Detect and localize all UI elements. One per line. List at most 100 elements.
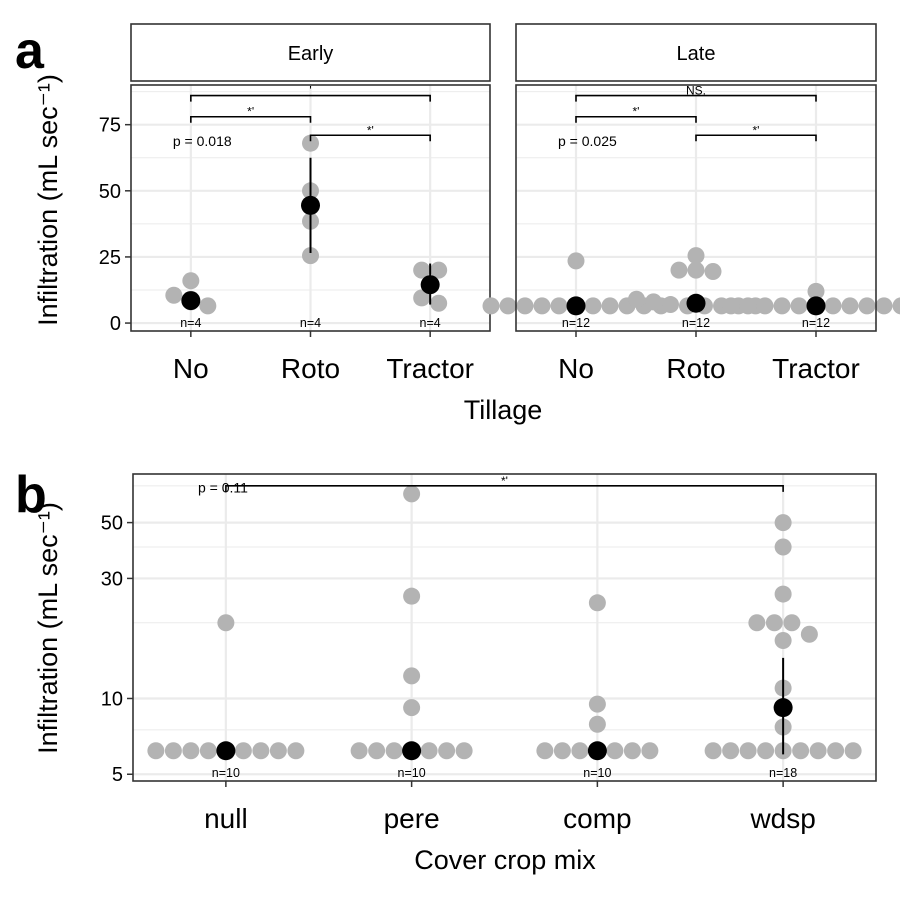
mean-point [773,698,793,718]
mean-point [686,293,706,313]
data-point [645,293,662,311]
data-point [413,289,431,307]
y-axis-title: Infiltration (mL sec⁻¹) [33,502,63,754]
y-tick-label: 10 [101,688,123,710]
mean-point [216,741,236,761]
facet-strip [130,23,491,82]
mean-point [566,296,586,316]
data-point [588,594,606,612]
mean-point [301,195,320,215]
data-point [606,742,624,760]
data-point [892,297,900,315]
p-value-label: p = 0.11 [198,479,248,495]
sample-size-label: n=10 [398,766,426,780]
y-tick-label: 50 [101,513,123,535]
comparison-label: *' [247,105,254,119]
data-point [302,134,319,152]
data-point [482,297,500,315]
data-point [403,667,421,685]
data-point [774,585,792,603]
mean-point [806,296,826,316]
sample-size-label: n=4 [420,316,441,330]
data-point [234,742,252,760]
data-point [722,297,740,315]
data-point [553,742,571,760]
comparison-label: *' [753,123,760,137]
data-point [875,297,893,315]
data-point [536,742,554,760]
data-point [147,742,165,760]
data-point [199,297,217,315]
data-point [783,614,801,632]
comparison-label: *' [633,105,640,119]
data-point [182,742,200,760]
y-tick-label: 5 [112,764,123,786]
data-point [765,614,783,632]
data-point [403,699,421,717]
data-point [438,742,456,760]
y-tick-label: 50 [99,181,121,203]
data-point [164,742,182,760]
x-tick-label: No [173,353,209,384]
comparison-bracket [309,134,431,142]
x-tick-label: Roto [281,353,340,384]
data-point [430,261,448,279]
comparison-bracket [695,134,817,142]
sample-size-label: n=12 [562,316,590,330]
sample-size-label: n=12 [802,316,830,330]
data-point [571,742,589,760]
data-point [662,296,679,314]
data-point [807,282,825,300]
comparison-label: *' [367,123,374,137]
panel-label: b [15,466,47,524]
data-point [774,631,792,649]
mean-point [587,741,607,761]
comparison-bracket [225,485,784,492]
data-point [182,272,200,290]
data-point [790,297,808,315]
facet-strip-label: Early [288,43,334,65]
x-tick-label: wdsp [749,803,815,834]
facet-strip-label: Late [677,43,716,65]
data-point [302,247,319,265]
data-point [623,742,641,760]
data-point [350,742,368,760]
sample-size-label: n=18 [769,766,797,780]
x-axis-title: Cover crop mix [414,845,596,875]
data-point [199,742,217,760]
sample-size-label: n=12 [682,316,710,330]
data-point [430,294,448,312]
facet-strip [515,23,877,82]
data-point [567,252,585,270]
data-point [670,261,688,279]
data-point [252,742,270,760]
data-point [385,742,403,760]
data-point [739,297,757,315]
y-axis-title: Infiltration (mL sec⁻¹) [33,74,63,326]
x-axis-title: Tillage [464,395,543,425]
data-point [269,742,287,760]
data-point [748,614,766,632]
sample-size-label: n=4 [300,316,321,330]
data-point [601,297,619,315]
x-tick-label: Roto [666,353,725,384]
comparison-label: ' [309,84,311,98]
mean-point [402,741,422,761]
data-point [628,290,645,308]
panel-border [132,473,877,782]
y-tick-label: 0 [110,313,121,335]
data-point [757,742,775,760]
data-point [413,261,431,279]
data-point [773,297,791,315]
data-point [774,538,792,556]
data-point [841,297,859,315]
data-point [844,742,862,760]
data-point [792,742,810,760]
data-point [824,297,842,315]
data-point [403,485,421,503]
data-point [588,695,606,713]
p-value-label: p = 0.018 [173,133,232,149]
data-point [533,297,551,315]
p-value-label: p = 0.025 [558,133,617,149]
